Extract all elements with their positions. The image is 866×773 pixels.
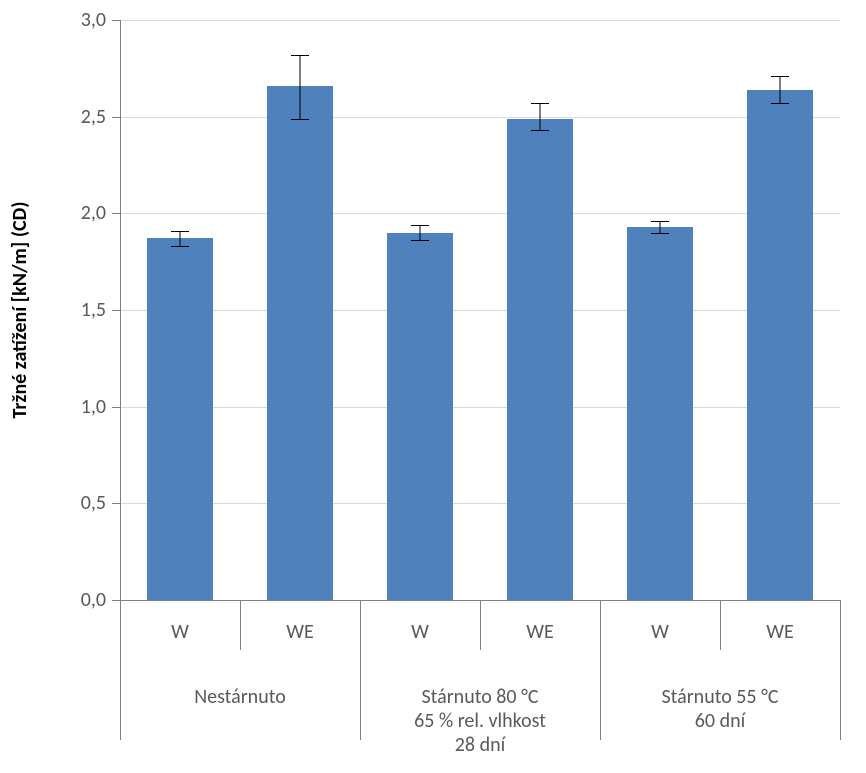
y-tick-mark xyxy=(112,117,120,118)
x-group-label: Stárnuto 80 °C 65 % rel. vlhkost 28 dní xyxy=(360,685,600,757)
error-bar-cap xyxy=(651,233,669,234)
error-bar-cap xyxy=(171,231,189,232)
error-bar xyxy=(180,231,181,246)
y-axis-title: Tržné zatížení [kN/m] (CD) xyxy=(8,202,32,419)
x-sub-label: WE xyxy=(766,620,794,644)
y-axis-line xyxy=(120,20,121,600)
y-tick-mark xyxy=(112,407,120,408)
y-tick-mark xyxy=(112,310,120,311)
y-tick-label: 2,5 xyxy=(56,105,106,129)
x-group-label: Nestárnuto xyxy=(120,685,360,709)
gridline xyxy=(120,117,840,118)
y-tick-label: 1,0 xyxy=(56,395,106,419)
bar xyxy=(747,90,813,600)
error-bar-cap xyxy=(531,103,549,104)
y-tick-mark xyxy=(112,503,120,504)
gridline xyxy=(120,503,840,504)
group-separator xyxy=(600,600,601,740)
sub-separator xyxy=(720,600,721,650)
sub-separator xyxy=(240,600,241,650)
y-tick-label: 0,0 xyxy=(56,588,106,612)
error-bar xyxy=(540,103,541,130)
error-bar xyxy=(300,55,301,119)
y-tick-mark xyxy=(112,20,120,21)
error-bar-cap xyxy=(291,55,309,56)
bar xyxy=(507,119,573,600)
group-separator xyxy=(840,600,841,740)
bar xyxy=(387,233,453,600)
error-bar xyxy=(660,221,661,233)
error-bar-cap xyxy=(411,240,429,241)
bar xyxy=(147,238,213,600)
plot-area: 0,00,51,01,52,02,53,0WWENestárnutoWWEStá… xyxy=(120,20,840,600)
group-separator xyxy=(120,600,121,740)
x-group-label: Stárnuto 55 °C 60 dní xyxy=(600,685,840,733)
bar-chart: Tržné zatížení [kN/m] (CD) 0,00,51,01,52… xyxy=(0,0,866,773)
x-sub-label: WE xyxy=(526,620,554,644)
gridline xyxy=(120,407,840,408)
y-tick-mark xyxy=(112,213,120,214)
gridline xyxy=(120,213,840,214)
group-separator xyxy=(360,600,361,740)
y-tick-label: 3,0 xyxy=(56,8,106,32)
error-bar-cap xyxy=(171,246,189,247)
bar xyxy=(627,227,693,600)
x-sub-label: W xyxy=(171,620,189,644)
x-sub-label: W xyxy=(411,620,429,644)
gridline xyxy=(120,20,840,21)
x-sub-label: WE xyxy=(286,620,314,644)
y-tick-label: 2,0 xyxy=(56,201,106,225)
error-bar xyxy=(420,225,421,240)
error-bar-cap xyxy=(651,221,669,222)
error-bar-cap xyxy=(291,119,309,120)
error-bar-cap xyxy=(771,76,789,77)
gridline xyxy=(120,310,840,311)
error-bar xyxy=(780,76,781,103)
bar xyxy=(267,86,333,600)
y-tick-label: 0,5 xyxy=(56,491,106,515)
error-bar-cap xyxy=(411,225,429,226)
y-tick-label: 1,5 xyxy=(56,298,106,322)
error-bar-cap xyxy=(531,130,549,131)
error-bar-cap xyxy=(771,103,789,104)
y-tick-mark xyxy=(112,600,120,601)
sub-separator xyxy=(480,600,481,650)
x-sub-label: W xyxy=(651,620,669,644)
